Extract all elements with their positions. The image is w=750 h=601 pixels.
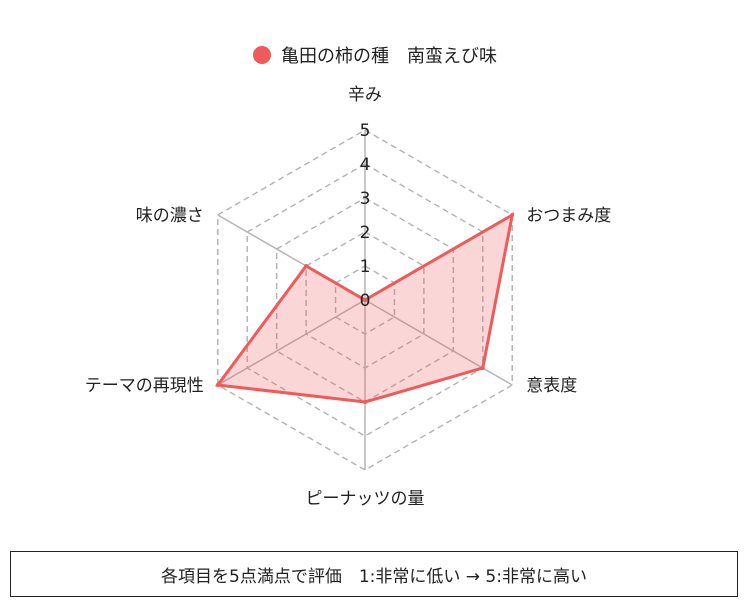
tick-label-0: 0 <box>360 291 371 311</box>
tick-label-2: 2 <box>360 223 371 243</box>
data-point-5 <box>304 264 309 268</box>
axis-line-2 <box>364 299 513 386</box>
footer-note: 各項目を5点満点で評価 1:非常に低い → 5:非常に高い <box>161 566 587 587</box>
legend-series-name: 亀田の柿の種 南蛮えび味 <box>281 46 497 67</box>
tick-label-3: 3 <box>360 189 371 209</box>
legend-marker-icon <box>253 46 271 64</box>
data-point-4 <box>215 383 220 387</box>
tick-label-5: 5 <box>360 121 371 141</box>
axis-label-3: ピーナッツの量 <box>306 489 425 509</box>
axis-line-4 <box>217 299 366 386</box>
tick-label-1: 1 <box>360 257 371 277</box>
radar-series <box>215 212 515 404</box>
footer-note-box: 各項目を5点満点で評価 1:非常に低い → 5:非常に高い <box>10 551 738 597</box>
axis-label-4: テーマの再現性 <box>85 376 204 396</box>
axis-label-1: おつまみ度 <box>526 206 611 226</box>
axis-label-5: 味の濃さ <box>136 206 204 226</box>
data-point-1 <box>510 213 515 217</box>
axis-label-0: 辛み <box>348 85 382 105</box>
data-point-0 <box>363 298 367 302</box>
legend: 亀田の柿の種 南蛮えび味 <box>0 40 750 70</box>
data-point-3 <box>363 400 367 404</box>
axis-label-2: 意表度 <box>526 376 577 396</box>
data-point-2 <box>480 366 485 370</box>
tick-label-4: 4 <box>360 155 371 175</box>
radar-tick-labels: 0 1 2 3 4 5 <box>360 121 371 311</box>
